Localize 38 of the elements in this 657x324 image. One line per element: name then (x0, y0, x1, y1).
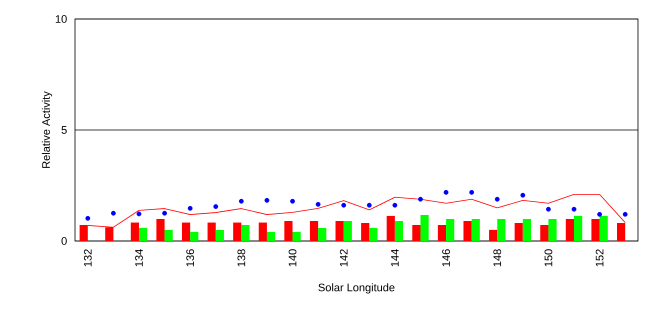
point (290, 198, 295, 204)
x-tick-label: 144 (391, 249, 399, 266)
point (366, 202, 372, 208)
y-tick-label: 10 (56, 15, 67, 23)
x-tick-label: 146 (442, 249, 450, 266)
point (444, 190, 448, 195)
point (572, 206, 576, 212)
point (520, 192, 526, 198)
point (316, 202, 321, 207)
x-tick-label: 134 (135, 249, 143, 266)
x-tick-label: 142 (340, 249, 348, 266)
point (622, 212, 628, 217)
point (85, 216, 90, 221)
point (188, 206, 193, 211)
point (264, 198, 270, 203)
x-tick-label: 138 (237, 249, 246, 266)
point (418, 196, 423, 202)
point (597, 212, 602, 217)
x-axis-title: Solar Longitude (318, 283, 395, 294)
x-tick-label: 152 (596, 249, 604, 266)
point (546, 206, 551, 212)
point (213, 204, 218, 209)
point (341, 202, 346, 208)
x-tick-label: 136 (186, 249, 194, 266)
point (392, 202, 398, 208)
x-tick-label: 132 (84, 249, 92, 266)
x-tick-label: 148 (493, 249, 502, 266)
y-tick-label: 0 (62, 237, 67, 245)
point (494, 196, 500, 202)
point (238, 198, 244, 204)
y-tick-label: 5 (62, 126, 67, 134)
x-tick-label: 140 (288, 249, 296, 266)
point (110, 210, 116, 216)
point (469, 190, 474, 195)
point (162, 210, 167, 216)
y-axis-title: Relative Activity (42, 91, 52, 168)
point (136, 212, 142, 216)
x-tick-label: 150 (544, 249, 552, 266)
